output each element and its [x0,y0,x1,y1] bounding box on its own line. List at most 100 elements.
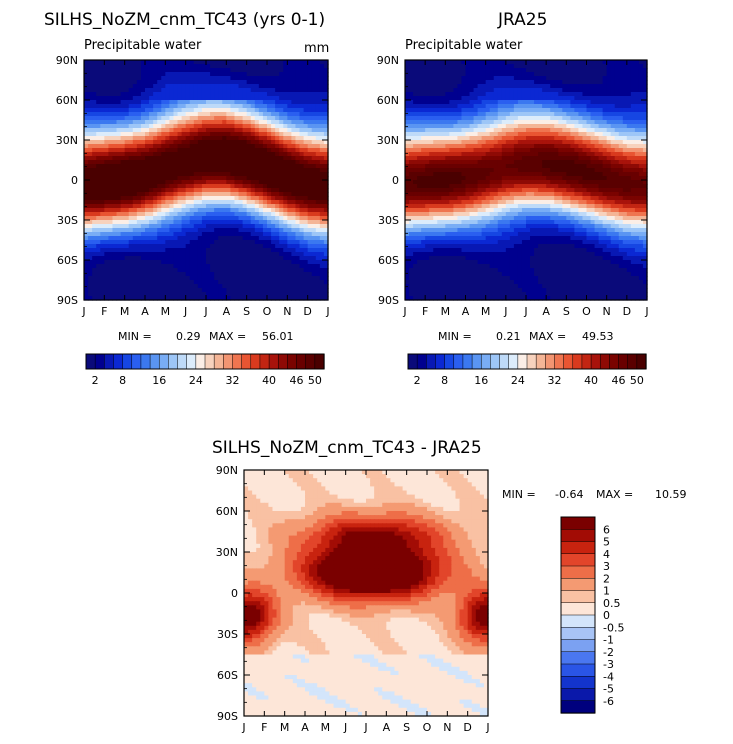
panel1-cell [100,176,105,181]
panel2-cell [530,72,535,77]
panel2-cell [457,116,463,121]
panel2-cell [437,88,442,93]
panel2-cell [614,136,620,141]
panel1-cell [254,184,260,189]
panel1-cell [145,188,150,193]
panel2-cell [469,108,475,113]
panel1-cell [303,176,309,181]
panel2-cell [465,112,471,117]
panel1-cell [120,96,126,101]
panel2-cell [521,124,527,129]
panel1-cell [181,112,187,117]
panel1-cell [275,244,280,249]
panel1-cell [307,168,313,173]
panel1-cell [153,268,158,273]
panel1-cell [246,132,252,137]
panel1-cell [136,236,142,241]
panel1-cell [254,60,260,65]
panel1-cell [104,108,109,113]
panel1-cell [238,76,244,81]
panel1-ytick-label: 30N [56,134,78,147]
panel2-cell [562,120,567,125]
panel1-cell [140,232,146,237]
panel2-cell [638,96,644,101]
panel1-cell [242,176,248,181]
panel2-cell [433,136,438,141]
panel2-cell [497,88,503,93]
panel2-cell [425,108,430,113]
panel2-cell [517,68,523,73]
panel1-cell [267,208,272,213]
panel2-cell [409,136,414,141]
panel1-cell [262,228,268,233]
panel1-cell [234,196,240,201]
panel1-cell [197,64,203,69]
panel1-cell [108,220,114,225]
panel1-cell [319,212,325,217]
panel1-cell [120,84,126,89]
panel2-cell [461,104,467,109]
panel1-cell [140,76,146,81]
panel2-cell [534,92,539,97]
panel1-cell [242,228,248,233]
panel2-cell [417,112,422,117]
panel1-cell [323,240,329,245]
panel2-cell [594,136,600,141]
panel2-cell [497,132,503,137]
panel2-cell [642,60,648,65]
panel1-cell [165,188,170,193]
panel1-cell [210,188,215,193]
panel1-cell [149,268,154,273]
panel1-cell [104,272,109,277]
panel2-cell [473,60,479,65]
panel1-cell [181,196,187,201]
panel1-cell [283,96,288,101]
panel1-cell [177,92,183,97]
panel1-cell [242,116,248,121]
panel1-cell [96,220,101,225]
panel2-cell [413,108,418,113]
panel2-cell [489,76,495,81]
panel2-cell [453,68,459,73]
panel2-cell [477,116,483,121]
panel1-cell [206,208,211,213]
panel1-cell [153,292,158,297]
panel2-cell [554,140,559,145]
panel1-colorbar-swatch [223,353,234,370]
panel1-cell [153,64,158,69]
panel2-cell [638,136,644,141]
panel1-cell [238,112,244,117]
panel1-cell [315,128,321,133]
panel1-cell [185,104,191,109]
panel1-colorbar-swatch [277,353,289,370]
panel1-cell [161,284,166,289]
panel1-cell [92,180,97,185]
panel2-cell [521,80,527,85]
panel1-cell [214,264,219,269]
panel2-cell [453,96,459,101]
panel1-cell [287,88,292,93]
panel1-cell [275,180,280,185]
panel2-cell [417,60,422,65]
panel1-cell [96,136,101,141]
panel2-cell [461,136,467,141]
panel1-cell [238,240,244,245]
panel2-cell [602,60,608,65]
panel1-cell [303,120,309,125]
panel2-cell [405,64,410,69]
panel1-cell [189,252,195,257]
panel1-cell [250,184,256,189]
panel1-cell [157,88,162,93]
panel1-cell [104,220,109,225]
panel1-cell [295,116,301,121]
panel1-cell [149,228,154,233]
panel1-cell [185,136,191,141]
panel2-cell [417,124,422,129]
panel1-cell [291,144,297,149]
panel1-cell [108,164,114,169]
panel2-cell [421,128,426,133]
panel1-cell [323,144,329,149]
panel1-cell [258,76,264,81]
panel1-cell [295,284,301,289]
panel2-cell [437,80,442,85]
